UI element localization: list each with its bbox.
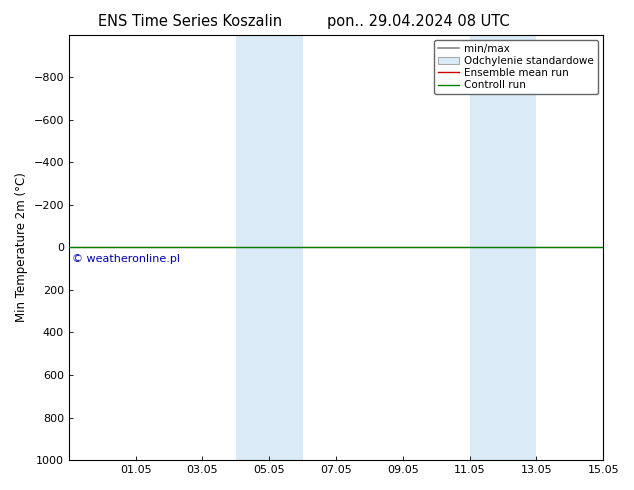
Bar	[470, 35, 536, 460]
Bar	[236, 35, 302, 460]
Y-axis label: Min Temperature 2m (°C): Min Temperature 2m (°C)	[15, 172, 28, 322]
Legend: min/max, Odchylenie standardowe, Ensemble mean run, Controll run: min/max, Odchylenie standardowe, Ensembl…	[434, 40, 598, 95]
Text: ENS Time Series Koszalin: ENS Time Series Koszalin	[98, 14, 282, 29]
Text: pon.. 29.04.2024 08 UTC: pon.. 29.04.2024 08 UTC	[327, 14, 510, 29]
Text: © weatheronline.pl: © weatheronline.pl	[72, 254, 180, 264]
